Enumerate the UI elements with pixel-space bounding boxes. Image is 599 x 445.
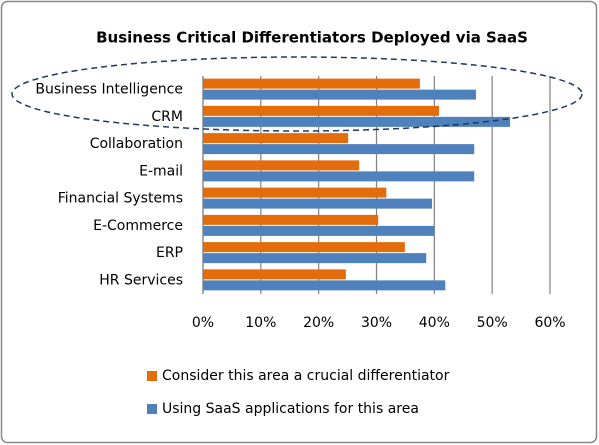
y-tick-label: Financial Systems (58, 191, 183, 207)
y-tick-label: Collaboration (90, 136, 183, 152)
legend-label: Consider this area a crucial differentia… (162, 368, 450, 384)
highlight-ellipse (11, 56, 583, 132)
legend-swatch (147, 371, 157, 381)
x-tick-label: 20% (303, 315, 334, 331)
bar (203, 133, 349, 144)
y-tick-label: E-Commerce (93, 218, 183, 234)
y-tick-label: HR Services (99, 272, 183, 288)
legend-swatch (147, 404, 157, 414)
bar (203, 187, 387, 198)
bar (203, 105, 439, 116)
y-tick-label: E-mail (139, 163, 183, 179)
bar (203, 144, 475, 155)
bar (203, 171, 475, 182)
x-tick-label: 30% (361, 315, 392, 331)
x-tick-label: 10% (245, 315, 276, 331)
y-tick-label: CRM (151, 109, 183, 125)
x-tick-label: 50% (477, 315, 508, 331)
legend-label: Using SaaS applications for this area (162, 401, 419, 417)
bar (203, 242, 405, 253)
plot-area: 0% 10% 20% 30% 40% 50% 60% Business Intelligenc… (35, 76, 566, 417)
bar (203, 89, 476, 100)
x-tick-label: 40% (419, 315, 450, 331)
bar (203, 269, 346, 280)
bar (203, 225, 435, 236)
bar (203, 198, 433, 209)
bar (203, 253, 427, 264)
bar (203, 116, 511, 127)
bar (203, 78, 420, 89)
x-tick-label: 0% (192, 315, 214, 331)
bar (203, 280, 446, 291)
bar (203, 160, 360, 171)
bar (203, 214, 379, 225)
chart-title: Business Critical Differentiators Deploy… (96, 29, 528, 47)
y-tick-label: Business Intelligence (35, 82, 183, 98)
x-tick-label: 60% (534, 315, 565, 331)
y-tick-label: ERP (156, 245, 183, 261)
